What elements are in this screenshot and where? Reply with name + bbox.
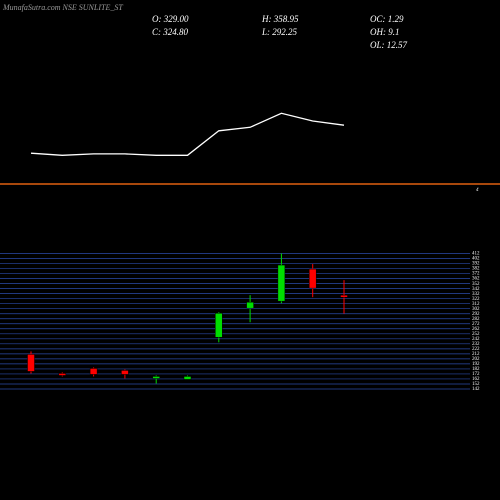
y-tick-label: 222 [472,347,480,352]
ohlc-stat: OC: 1.29 [370,14,404,24]
y-tick-label: 202 [472,357,480,362]
candle-body [277,264,286,302]
y-tick-label: 192 [472,362,480,367]
y-tick-label: 162 [472,377,480,382]
y-tick-label: 392 [472,262,480,267]
y-tick-label: 232 [472,342,480,347]
candle-body [121,370,129,375]
y-tick-label: 352 [472,282,480,287]
y-tick-label: 172 [472,372,480,377]
y-tick-label: 152 [472,382,480,387]
indicator-line [30,112,345,156]
y-tick-label: 302 [472,307,480,312]
ohlc-stat: OH: 9.1 [370,27,400,37]
y-tick-label: 262 [472,327,480,332]
candle-body [27,354,35,372]
y-tick-label: 312 [472,302,480,307]
y-tick-label: 382 [472,267,480,272]
y-tick-label: 142 [472,387,480,392]
y-tick-label: 272 [472,322,480,327]
candle-body [246,301,254,309]
y-tick-label: 342 [472,287,480,292]
ohlc-stat: OL: 12.57 [370,40,408,50]
y-tick-label: 322 [472,297,480,302]
y-tick-label: 182 [472,367,480,372]
candle-body [215,312,223,338]
marker-label: 4 [476,188,479,193]
y-tick-label: 402 [472,257,480,262]
y-tick-label: 332 [472,292,480,297]
y-tick-label: 282 [472,317,480,322]
y-tick-label: 212 [472,352,480,357]
y-tick-label: 362 [472,277,480,282]
y-tick-label: 252 [472,332,480,337]
y-tick-label: 412 [472,252,480,257]
y-tick-label: 242 [472,337,480,342]
candle-body [89,368,98,375]
ohlc-stat: H: 358.95 [261,14,299,24]
chart-title: MunafaSutra.com NSE SUNLITE_ST [2,3,123,12]
candle-body [308,268,317,289]
ohlc-stat: L: 292.25 [261,27,298,37]
ohlc-stat: C: 324.80 [152,27,189,37]
candle-body [340,294,348,298]
candle-body [152,376,160,379]
candle-body [183,376,192,380]
y-tick-label: 372 [472,272,480,277]
ohlc-stat: O: 329.00 [152,14,189,24]
candle-body [58,373,67,376]
y-tick-label: 292 [472,312,480,317]
